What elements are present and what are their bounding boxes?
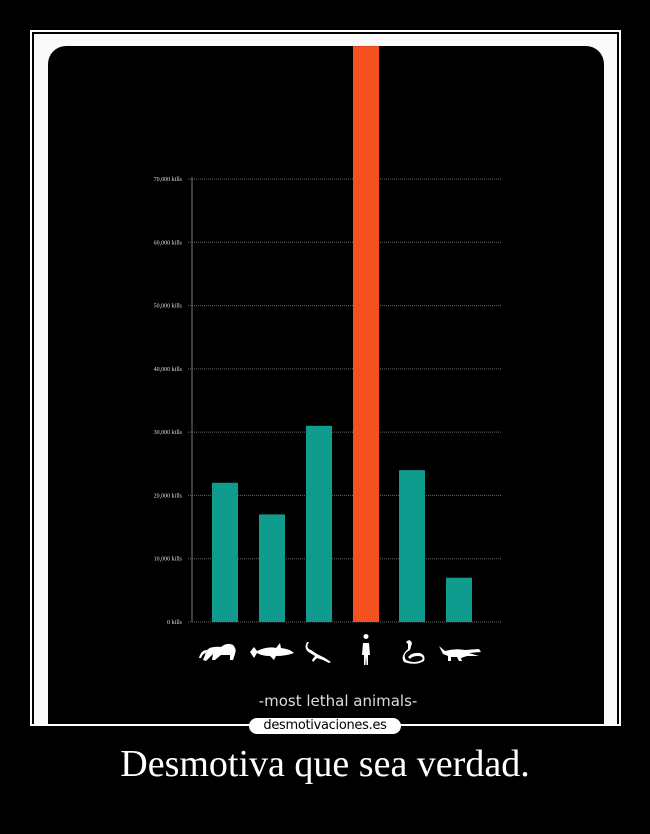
bar-human xyxy=(353,46,379,623)
chart-panel: 0 kills 10,000 kills 20,000 kills 30,000 ki… xyxy=(48,46,604,724)
poster-caption: Desmotiva que sea verdad. xyxy=(120,743,530,785)
y-tick-label: 70,000 kills xyxy=(154,177,183,183)
y-tick-label: 30,000 kills xyxy=(154,430,183,436)
y-tick-label: 40,000 kills xyxy=(154,367,183,373)
y-tick-label: 20,000 kills xyxy=(154,493,183,499)
poster-mat: 0 kills 10,000 kills 20,000 kills 30,000 ki… xyxy=(34,34,617,724)
bar-crocodile xyxy=(446,577,472,622)
poster-frame: 0 kills 10,000 kills 20,000 kills 30,000 ki… xyxy=(30,30,621,726)
y-tick-label: 10,000 kills xyxy=(154,557,183,563)
scorpion-icon xyxy=(305,642,331,663)
y-tick-label: 0 kills xyxy=(167,620,183,626)
human-icon xyxy=(362,634,370,665)
lion-icon xyxy=(199,643,236,661)
crocodile-icon xyxy=(439,646,481,661)
y-tick-label: 60,000 kills xyxy=(154,240,183,246)
logo-bar: desmotivaciones.es xyxy=(0,718,650,736)
shark-icon xyxy=(250,643,294,660)
bar-snake xyxy=(399,470,425,622)
bar-chart: 0 kills 10,000 kills 20,000 kills 30,000 ki… xyxy=(154,46,501,710)
bar-lion xyxy=(212,482,238,622)
bar-scorpion xyxy=(306,425,332,622)
bar-shark xyxy=(259,514,285,622)
snake-icon xyxy=(402,640,425,664)
y-tick-label: 50,000 kills xyxy=(154,304,183,310)
site-logo[interactable]: desmotivaciones.es xyxy=(249,718,401,734)
x-axis-label: -most lethal animals- xyxy=(259,692,418,710)
